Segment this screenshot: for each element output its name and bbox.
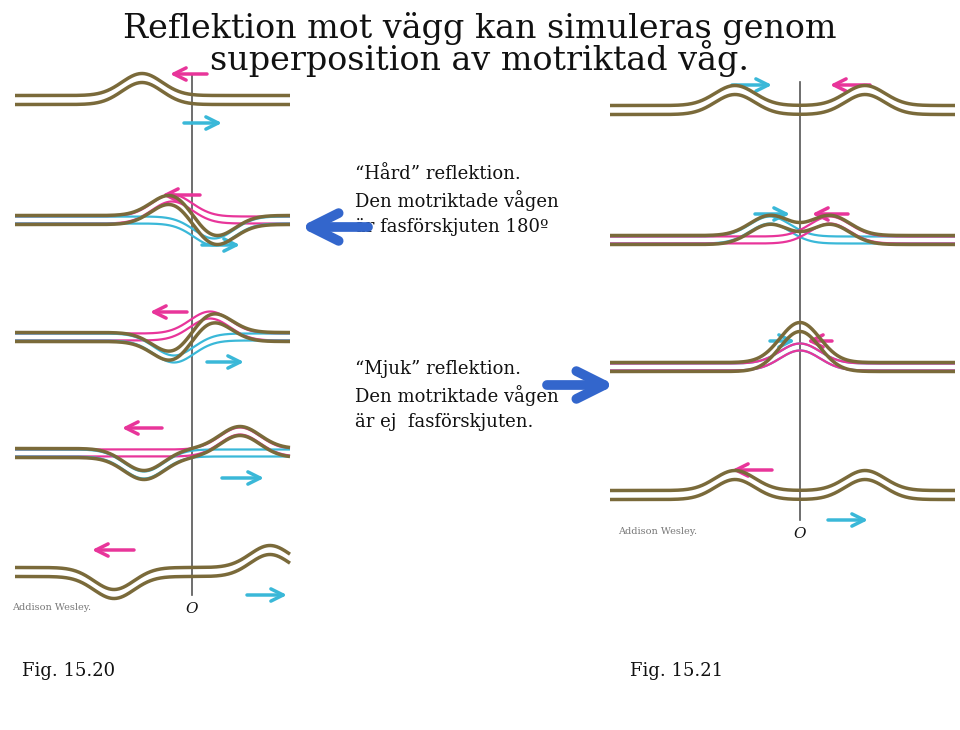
Text: O: O <box>185 602 199 616</box>
Text: Reflektion mot vägg kan simuleras genom: Reflektion mot vägg kan simuleras genom <box>123 12 837 45</box>
Text: Addison Wesley.: Addison Wesley. <box>12 603 91 612</box>
Text: “Hård” reflektion.: “Hård” reflektion. <box>355 165 520 183</box>
Text: Fig. 15.21: Fig. 15.21 <box>630 662 723 680</box>
Text: Den motriktade vågen
är fasförskjuten 180º: Den motriktade vågen är fasförskjuten 18… <box>355 190 559 236</box>
Text: Fig. 15.20: Fig. 15.20 <box>22 662 115 680</box>
Text: Addison Wesley.: Addison Wesley. <box>618 527 697 536</box>
Text: “Mjuk” reflektion.: “Mjuk” reflektion. <box>355 360 521 378</box>
Text: O: O <box>794 527 806 541</box>
Text: Den motriktade vågen
är ej  fasförskjuten.: Den motriktade vågen är ej fasförskjuten… <box>355 385 559 431</box>
Text: superposition av motriktad våg.: superposition av motriktad våg. <box>210 40 750 77</box>
